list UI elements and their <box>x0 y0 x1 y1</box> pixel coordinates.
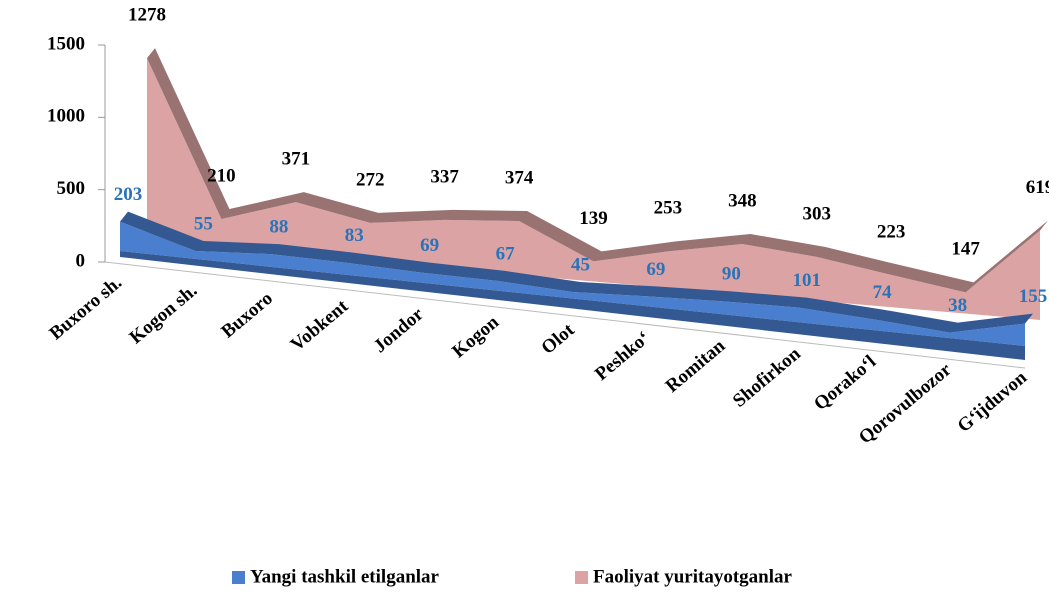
data-label: 38 <box>948 295 967 316</box>
data-label: 69 <box>646 259 665 280</box>
data-label: 55 <box>194 213 213 234</box>
data-label: 139 <box>579 208 608 229</box>
data-label: 371 <box>282 149 311 170</box>
data-label: 348 <box>728 190 757 211</box>
data-label: 337 <box>430 166 459 187</box>
area-top-edge <box>120 211 1033 333</box>
data-label: 210 <box>207 165 236 186</box>
x-tick-label: Vobkent <box>287 295 353 355</box>
x-tick-label: Buxoro <box>218 288 277 343</box>
data-label: 101 <box>793 270 822 291</box>
x-tick-label: Jondor <box>370 303 428 357</box>
data-label: 303 <box>803 203 832 224</box>
x-tick-label: G‘ijduvon <box>954 367 1032 437</box>
legend-label: Yangi tashkil etilganlar <box>250 566 440 587</box>
data-label: 253 <box>654 198 683 219</box>
x-tick-label: Peshko‘ <box>591 327 654 384</box>
area <box>120 221 1025 346</box>
data-label: 69 <box>420 235 439 256</box>
x-tick-label: Kogon sh. <box>126 280 202 348</box>
data-label: 74 <box>873 282 893 303</box>
x-tick-label: Olot <box>538 319 580 359</box>
data-label: 619 <box>1026 177 1049 198</box>
data-label: 203 <box>114 184 143 205</box>
x-tick-label: Qorako‘l <box>810 351 880 415</box>
x-tick-label: Buxoro sh. <box>46 272 126 344</box>
y-tick-label: 1500 <box>47 33 85 54</box>
data-label: 90 <box>722 264 741 285</box>
area <box>147 58 1040 321</box>
x-tick-label: Romitan <box>662 335 730 397</box>
data-label: 83 <box>345 225 364 246</box>
floor-line <box>104 261 1026 369</box>
y-tick-label: 1000 <box>47 106 85 127</box>
legend-swatch <box>575 571 588 584</box>
legend-swatch <box>232 571 245 584</box>
x-tick-label: Kogon <box>448 311 503 362</box>
legend-label: Faoliyat yuritayotganlar <box>593 566 793 587</box>
area-front-edge <box>120 251 1025 360</box>
data-label: 1278 <box>128 4 166 25</box>
data-label: 45 <box>571 254 590 275</box>
data-label: 155 <box>1019 286 1048 307</box>
x-tick-label: Shofirkon <box>729 343 805 412</box>
data-label: 67 <box>496 243 516 264</box>
data-label: 147 <box>951 239 980 260</box>
data-label: 374 <box>505 167 534 188</box>
data-label: 88 <box>269 216 288 237</box>
y-tick-label: 0 <box>76 250 86 271</box>
data-label: 223 <box>877 221 906 242</box>
data-label: 272 <box>356 169 385 190</box>
y-tick-label: 500 <box>57 178 86 199</box>
